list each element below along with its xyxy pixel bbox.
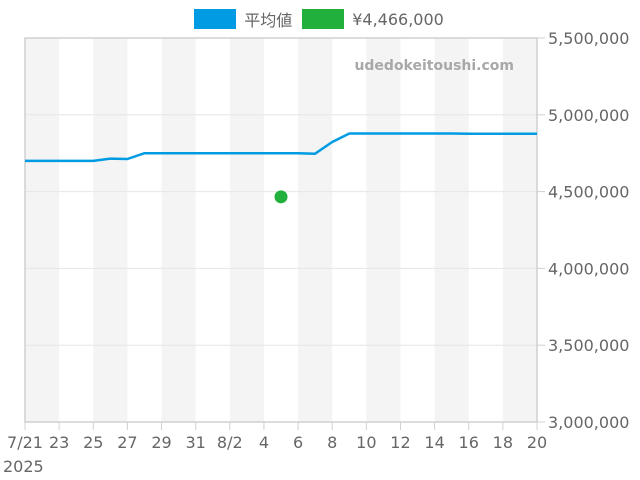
legend-label-price: ¥4,466,000 xyxy=(352,9,444,29)
background-stripes xyxy=(25,38,537,422)
x-tick-label: 27 xyxy=(117,433,137,452)
x-tick-label: 14 xyxy=(424,433,444,452)
stripe xyxy=(298,38,333,422)
chart-legend: 平均値 ¥4,466,000 xyxy=(0,6,640,32)
y-tick-label: 3,000,000 xyxy=(548,413,629,432)
x-tick-label: 8/2 xyxy=(217,433,243,452)
y-tick-label: 4,000,000 xyxy=(548,259,629,278)
x-tick-label: 10 xyxy=(356,433,376,452)
stripe xyxy=(229,38,264,422)
x-tick-label: 7/21 xyxy=(7,433,43,452)
stripe xyxy=(93,38,128,422)
x-axis: 7/21 23 25 27 29 31 8/2 4 6 8 10 12 14 16 18 20 xyxy=(7,422,547,452)
legend-label-average: 平均値 xyxy=(244,11,293,30)
stripe xyxy=(161,38,196,422)
legend-item-price[interactable]: ¥4,466,000 xyxy=(302,9,444,29)
x-tick-label: 6 xyxy=(293,433,303,452)
stripe xyxy=(366,38,401,422)
x-axis-year-label: 2025 xyxy=(3,457,44,476)
price-point[interactable] xyxy=(274,190,288,204)
legend-swatch-average xyxy=(194,9,237,29)
stripe xyxy=(434,38,469,422)
stripe xyxy=(25,38,60,422)
legend-swatch-price xyxy=(302,9,345,29)
y-tick-label: 5,500,000 xyxy=(548,29,629,48)
x-tick-label: 31 xyxy=(185,433,205,452)
legend-item-average[interactable]: 平均値 xyxy=(194,7,292,31)
x-tick-label: 29 xyxy=(151,433,171,452)
x-tick-label: 12 xyxy=(390,433,410,452)
y-tick-label: 4,500,000 xyxy=(548,183,629,202)
x-tick-label: 25 xyxy=(83,433,103,452)
y-tick-label: 3,500,000 xyxy=(548,336,629,355)
average-line-series xyxy=(25,132,537,163)
plot-area-border xyxy=(24,37,538,423)
watermark: udedokeitoushi.com xyxy=(354,58,514,74)
x-tick-label: 16 xyxy=(459,433,479,452)
x-tick-label: 20 xyxy=(527,433,547,452)
x-tick-label: 8 xyxy=(327,433,337,452)
x-tick-label: 4 xyxy=(259,433,269,452)
x-tick-label: 23 xyxy=(49,433,69,452)
x-tick-label: 18 xyxy=(493,433,513,452)
price-scatter-series xyxy=(274,190,288,204)
y-axis: 5,500,000 5,000,000 4,500,000 4,000,000 3,50… xyxy=(537,29,629,432)
stripe xyxy=(502,38,537,422)
y-tick-label: 5,000,000 xyxy=(548,106,629,125)
